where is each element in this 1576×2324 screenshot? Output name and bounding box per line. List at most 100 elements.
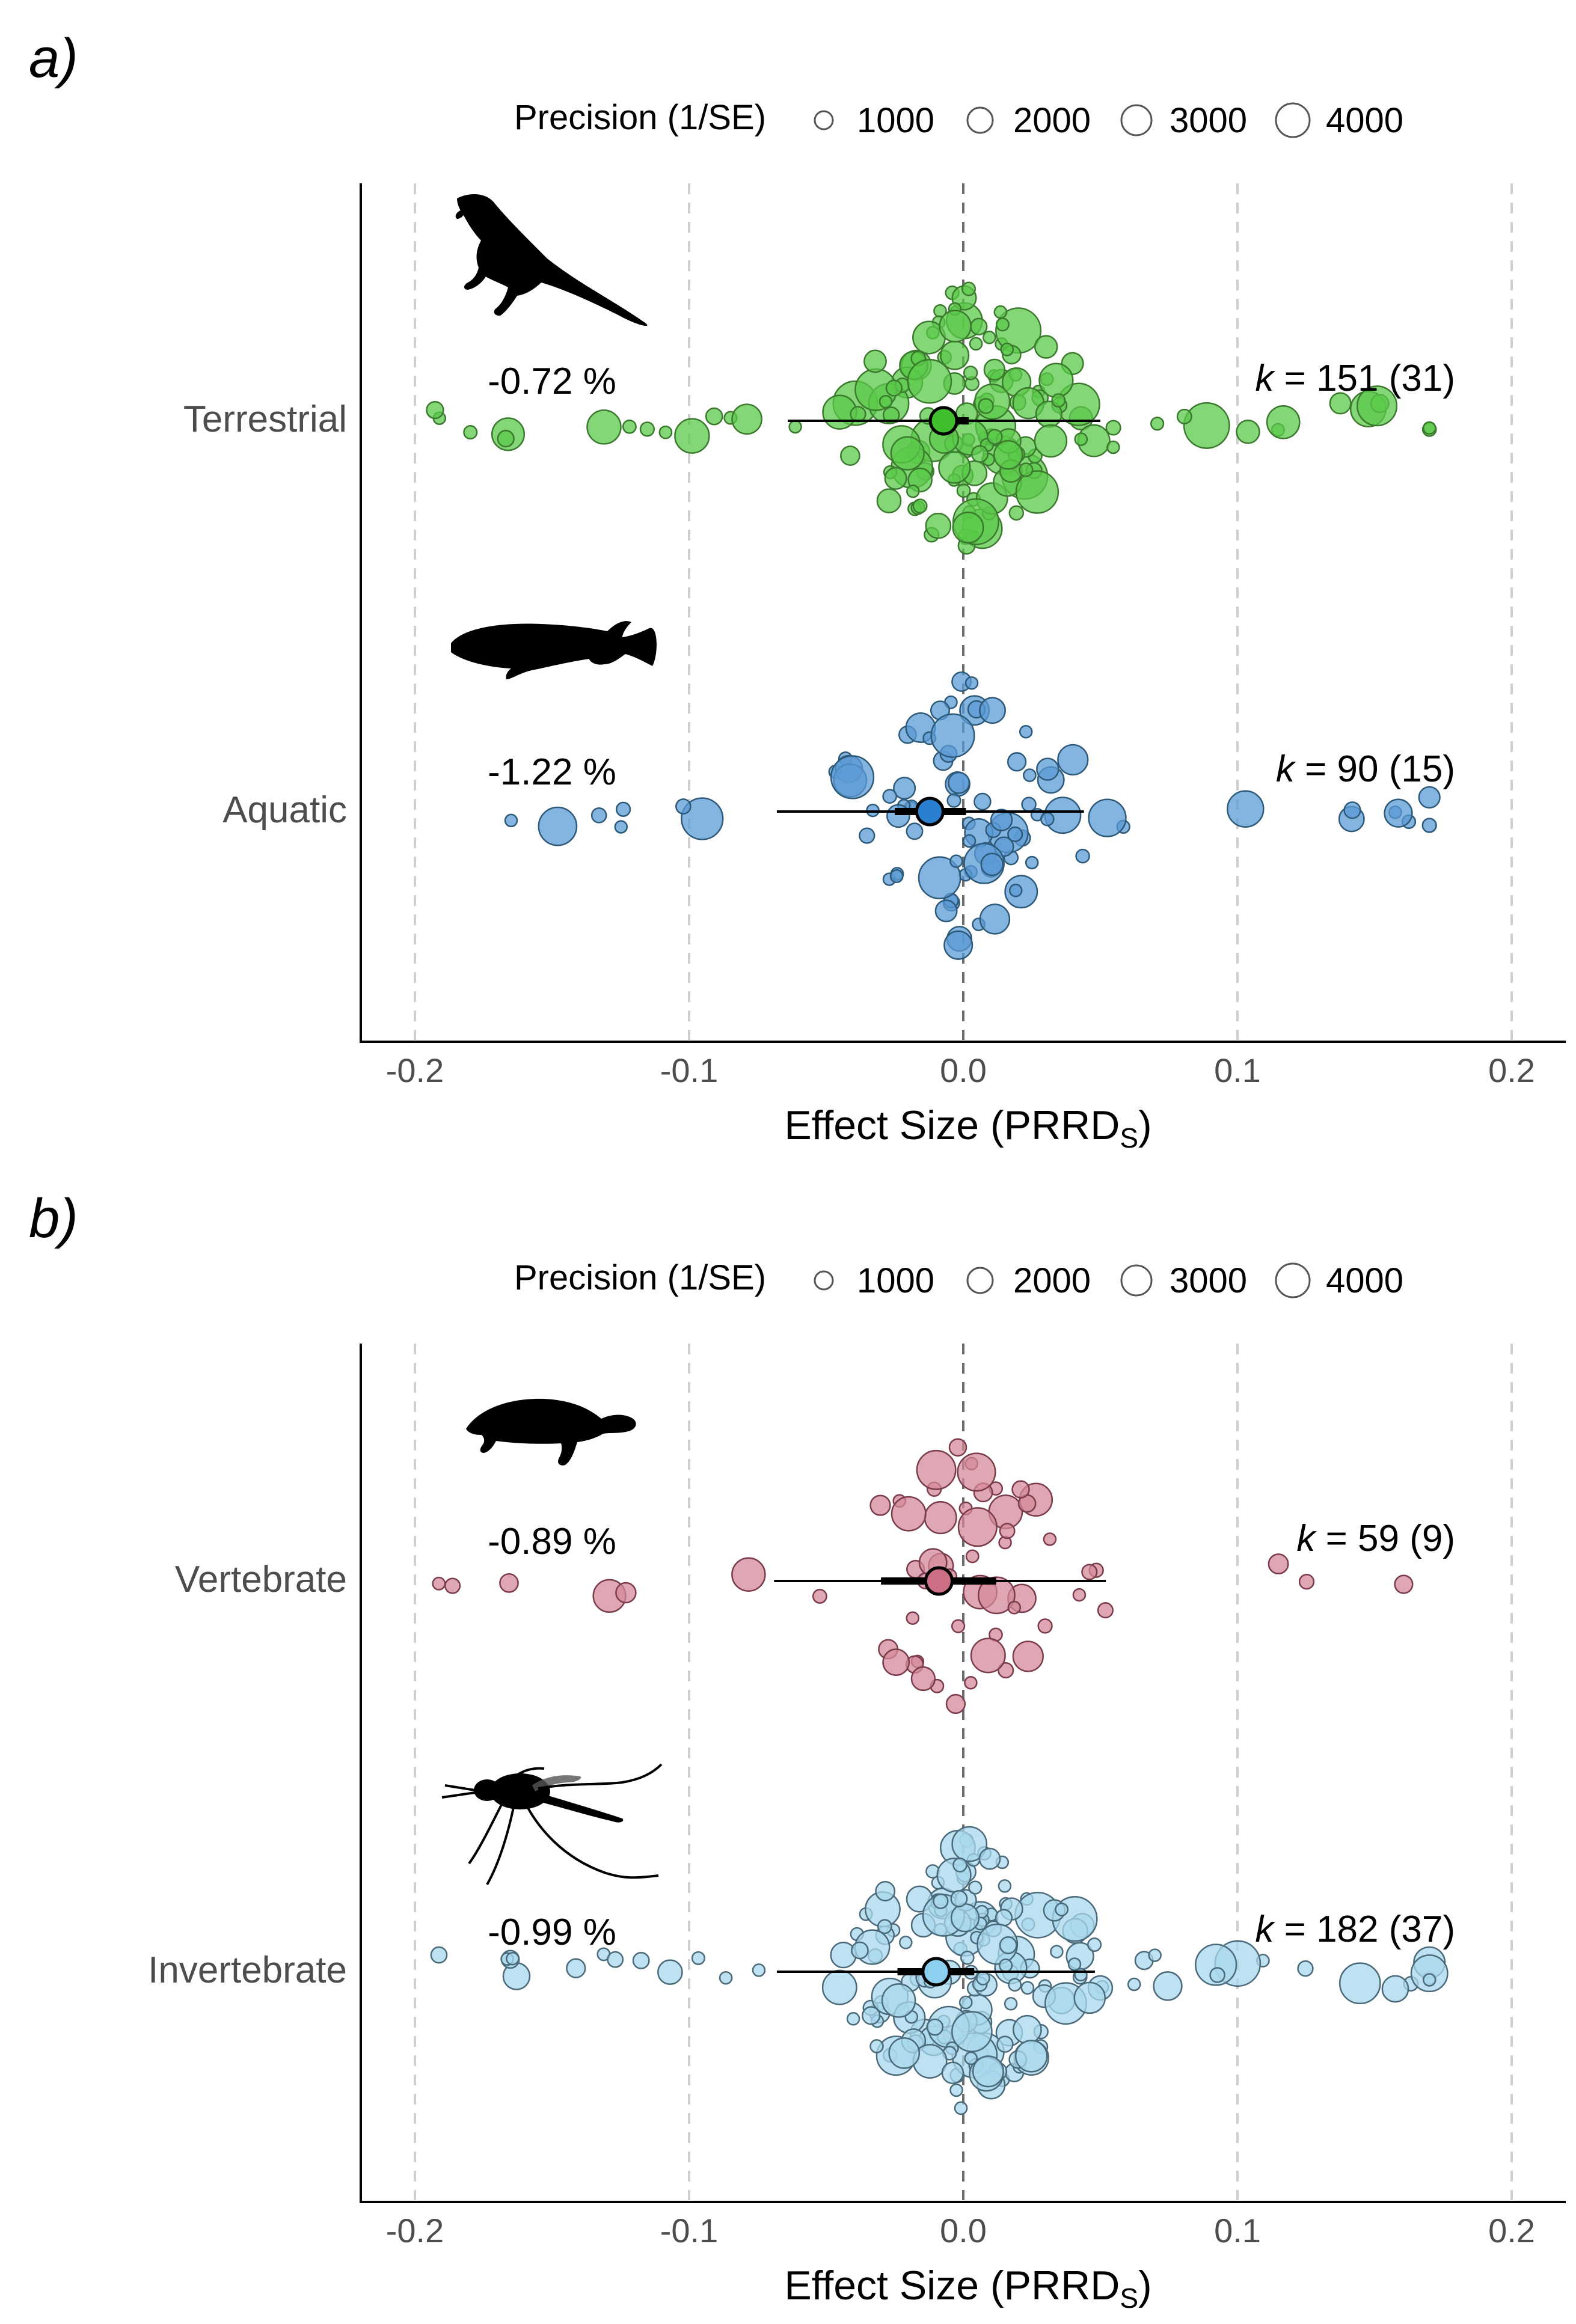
legend-b-circle-4000	[1275, 1262, 1311, 1298]
mosquito-silhouette-icon	[441, 1763, 663, 1885]
legend-a-label-1000: 1000	[857, 101, 934, 140]
data-point-vertebrate	[1298, 1574, 1315, 1590]
data-point-invertebrate	[851, 1941, 869, 1960]
data-point-aquatic	[893, 777, 916, 800]
legend-b-label-2000: 2000	[1013, 1261, 1091, 1300]
data-point-vertebrate	[499, 1573, 519, 1593]
data-point-invertebrate	[996, 2035, 1014, 2053]
data-point-invertebrate	[821, 1969, 857, 2005]
legend-a-circle-3000	[1120, 104, 1153, 136]
data-point-aquatic	[1384, 798, 1413, 828]
data-point-aquatic	[1075, 848, 1090, 864]
data-point-terrestrial	[993, 439, 1023, 470]
legend-b-title: Precision (1/SE)	[514, 1258, 766, 1297]
data-point-invertebrate	[995, 1909, 1013, 1927]
tick-b-p01: 0.1	[1214, 2212, 1261, 2249]
data-point-aquatic	[1418, 786, 1441, 809]
legend-a-label-2000: 2000	[1013, 101, 1091, 140]
data-point-vertebrate	[957, 1507, 998, 1547]
points-b	[430, 1438, 1449, 2115]
data-point-terrestrial	[639, 421, 655, 437]
data-point-terrestrial	[1150, 417, 1165, 431]
panel-a-label: a)	[29, 28, 78, 89]
data-point-terrestrial	[1105, 420, 1121, 436]
data-point-aquatic	[859, 827, 875, 844]
x-axis-title-a: Effect Size (PRRDS)	[784, 1102, 1151, 1154]
panel-a: a) Precision (1/SE) 1000 2000 3000 4000	[29, 28, 1566, 1154]
data-point-terrestrial	[674, 418, 710, 454]
data-point-terrestrial	[884, 466, 907, 490]
data-point-invertebrate	[899, 1936, 913, 1949]
data-point-invertebrate	[951, 1826, 988, 1862]
data-point-vertebrate	[1097, 1602, 1114, 1619]
data-point-vertebrate	[1011, 1480, 1030, 1499]
data-point-vertebrate	[1394, 1574, 1414, 1594]
data-point-vertebrate	[924, 1501, 957, 1535]
tick-b-p02: 0.2	[1488, 2212, 1535, 2249]
data-point-invertebrate	[566, 1958, 586, 1978]
data-point-aquatic	[615, 801, 631, 817]
data-point-invertebrate	[952, 1858, 967, 1873]
tick-a-m02: -0.2	[386, 1051, 444, 1089]
data-point-terrestrial	[497, 430, 515, 448]
data-point-invertebrate	[862, 2006, 881, 2025]
data-point-aquatic	[889, 869, 904, 883]
data-point-invertebrate	[1148, 1948, 1162, 1962]
data-point-invertebrate	[888, 2037, 921, 2069]
data-point-invertebrate	[1050, 1945, 1064, 1959]
data-point-vertebrate	[964, 1676, 978, 1690]
tick-a-p01: 0.1	[1214, 1051, 1261, 1089]
data-point-aquatic	[504, 813, 518, 828]
data-point-terrestrial	[850, 406, 866, 423]
data-point-aquatic	[1007, 826, 1023, 842]
category-label-terrestrial: Terrestrial	[183, 399, 347, 440]
legend-b-label-1000: 1000	[857, 1261, 934, 1300]
k-label-invertebrate: k = 182 (37)	[1255, 1909, 1455, 1950]
data-point-terrestrial	[907, 358, 952, 404]
estimates-b	[774, 1566, 1106, 1987]
tick-b-m01: -0.1	[660, 2212, 719, 2249]
estimate-point-aquatic	[915, 797, 945, 827]
data-point-terrestrial	[1106, 440, 1120, 454]
data-point-aquatic	[1019, 724, 1033, 739]
data-point-terrestrial	[956, 483, 971, 498]
data-point-aquatic	[1036, 757, 1059, 781]
data-point-invertebrate	[1073, 1981, 1106, 2014]
legend-a: Precision (1/SE) 1000 2000 3000 4000	[514, 98, 1403, 140]
data-point-aquatic	[930, 713, 975, 758]
data-point-terrestrial	[987, 429, 1003, 445]
data-point-terrestrial	[1015, 470, 1059, 514]
data-point-aquatic	[948, 771, 970, 794]
data-point-invertebrate	[999, 1936, 1017, 1954]
data-point-invertebrate	[1087, 1937, 1102, 1952]
legend-b: Precision (1/SE) 1000 2000 3000 4000	[514, 1258, 1403, 1300]
data-point-terrestrial	[1019, 462, 1034, 477]
data-point-terrestrial	[876, 488, 902, 513]
data-point-aquatic	[1040, 812, 1055, 827]
category-label-aquatic: Aquatic	[222, 789, 347, 831]
data-point-vertebrate	[970, 1638, 1006, 1674]
data-point-vertebrate	[869, 1494, 891, 1516]
data-point-invertebrate	[1014, 2040, 1048, 2073]
data-point-invertebrate	[1338, 1962, 1381, 2005]
data-point-vertebrate	[998, 1662, 1014, 1679]
data-point-vertebrate	[1043, 1532, 1057, 1546]
tick-a-p02: 0.2	[1488, 1051, 1535, 1089]
data-point-invertebrate	[1297, 1960, 1314, 1977]
data-point-vertebrate	[615, 1582, 637, 1604]
data-point-terrestrial	[983, 331, 996, 344]
data-point-invertebrate	[960, 1950, 975, 1965]
data-point-terrestrial	[882, 406, 900, 424]
data-point-vertebrate	[965, 1549, 980, 1564]
data-point-invertebrate	[964, 2051, 978, 2066]
tick-b-0: 0.0	[940, 2212, 987, 2249]
estimate-point-invertebrate	[921, 1957, 951, 1987]
k-label-vertebrate: k = 59 (9)	[1296, 1518, 1455, 1559]
data-point-vertebrate	[432, 1576, 446, 1591]
data-point-invertebrate	[846, 2012, 860, 2026]
legend-b-label-4000: 4000	[1326, 1261, 1403, 1300]
data-point-aquatic	[962, 834, 977, 848]
data-point-vertebrate	[1268, 1553, 1289, 1575]
data-point-invertebrate	[954, 2101, 968, 2115]
data-point-invertebrate	[881, 1983, 916, 2018]
